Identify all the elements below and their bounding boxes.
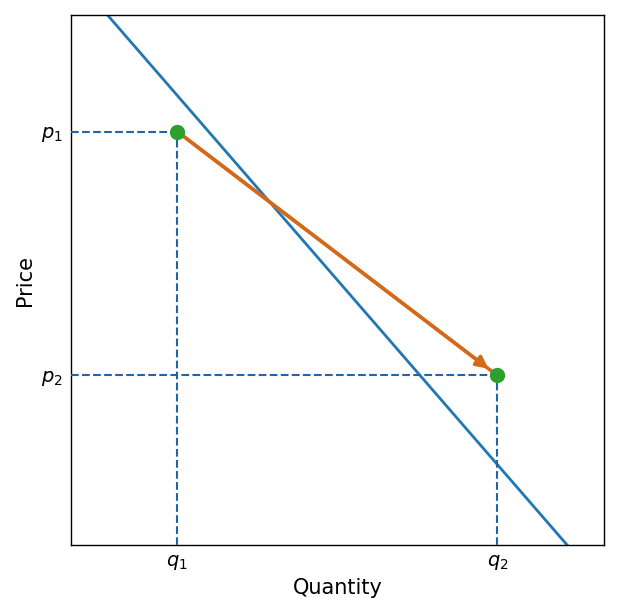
X-axis label: Quantity: Quantity (292, 578, 383, 598)
Y-axis label: Price: Price (15, 254, 35, 305)
Point (173, 127, 183, 137)
Point (492, 371, 502, 381)
